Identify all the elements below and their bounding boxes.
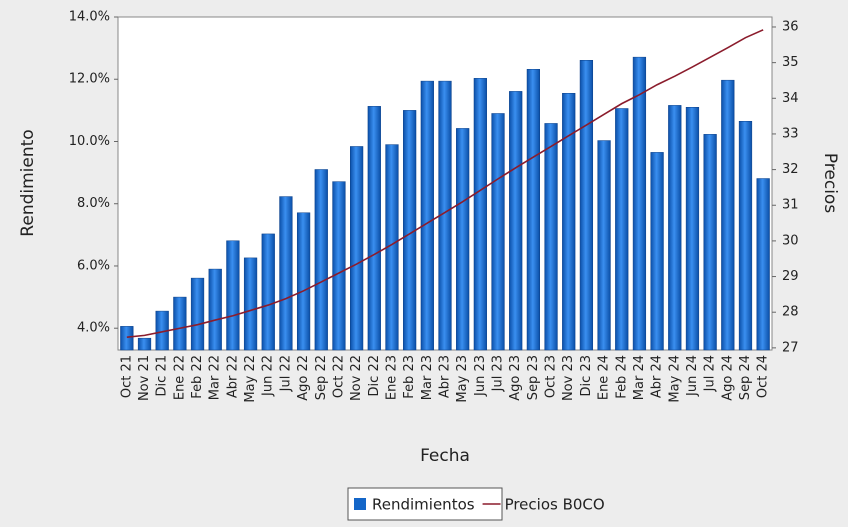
y-tick-label: 6.0% bbox=[77, 258, 110, 273]
y2-axis-title: Precios bbox=[820, 153, 840, 213]
bar bbox=[120, 326, 134, 351]
x-tick-label: Oct 21 bbox=[119, 355, 134, 398]
y2-tick-label: 32 bbox=[782, 162, 799, 177]
x-axis-title: Fecha bbox=[420, 446, 470, 466]
x-tick-label: Dic 21 bbox=[155, 355, 170, 396]
legend bbox=[347, 487, 503, 521]
x-tick-label: Abr 24 bbox=[650, 355, 665, 398]
bar bbox=[526, 69, 540, 351]
bar bbox=[738, 121, 753, 351]
bar bbox=[173, 296, 187, 351]
x-tick-label: Ene 23 bbox=[384, 355, 399, 400]
bar bbox=[544, 123, 558, 351]
bar bbox=[208, 268, 222, 351]
bar bbox=[226, 240, 240, 351]
x-tick-label: Abr 23 bbox=[438, 355, 453, 398]
x-tick-label: Jul 22 bbox=[278, 355, 293, 392]
x-tick-label: Dic 22 bbox=[367, 355, 382, 396]
bar bbox=[562, 92, 576, 351]
x-tick-label: Nov 22 bbox=[349, 355, 364, 401]
bar bbox=[137, 337, 152, 351]
bar bbox=[367, 106, 381, 351]
y-tick-label: 12.0% bbox=[69, 72, 110, 87]
y2-tick-label: 36 bbox=[782, 19, 799, 34]
x-tick-label: May 23 bbox=[455, 355, 470, 403]
x-tick-label: Jun 23 bbox=[473, 355, 488, 397]
bar bbox=[756, 178, 770, 351]
x-tick-label: Ene 22 bbox=[172, 355, 187, 400]
y2-tick-label: 33 bbox=[782, 126, 799, 141]
x-tick-label: Abr 22 bbox=[225, 355, 240, 398]
x-tick-label: Sep 23 bbox=[526, 355, 541, 400]
bar bbox=[420, 80, 434, 351]
x-tick-label: Jul 23 bbox=[491, 355, 506, 392]
y2-tick-label: 29 bbox=[782, 269, 799, 284]
x-tick-label: Mar 22 bbox=[208, 355, 223, 400]
bar bbox=[332, 181, 346, 351]
x-tick-label: Nov 23 bbox=[561, 355, 576, 401]
bar bbox=[597, 140, 611, 351]
bar bbox=[650, 152, 664, 351]
x-tick-label: Sep 22 bbox=[314, 355, 329, 400]
bar bbox=[350, 146, 364, 351]
x-tick-label: May 24 bbox=[667, 355, 682, 403]
x-tick-label: Oct 24 bbox=[756, 355, 771, 398]
legend-label: Rendimientos bbox=[372, 496, 475, 514]
bar bbox=[456, 128, 470, 351]
x-tick-label: Nov 21 bbox=[137, 355, 152, 401]
y-tick-label: 14.0% bbox=[69, 10, 110, 25]
y2-tick-label: 31 bbox=[782, 198, 799, 213]
bar bbox=[491, 113, 505, 351]
bar bbox=[632, 56, 647, 351]
x-tick-label: Oct 23 bbox=[544, 355, 559, 398]
x-tick-label: Feb 22 bbox=[190, 355, 205, 399]
x-tick-label: Jul 24 bbox=[703, 355, 718, 392]
y2-tick-label: 34 bbox=[782, 91, 799, 106]
y2-tick-label: 28 bbox=[782, 305, 799, 320]
x-tick-label: Mar 23 bbox=[420, 355, 435, 400]
x-tick-label: Ago 22 bbox=[296, 355, 311, 401]
x-tick-label: Sep 24 bbox=[738, 355, 753, 400]
x-tick-label: Ago 24 bbox=[720, 355, 735, 401]
x-tick-label: Feb 24 bbox=[614, 355, 629, 399]
bar bbox=[190, 277, 205, 351]
x-tick-label: Jun 24 bbox=[685, 355, 700, 397]
x-tick-label: Ene 24 bbox=[597, 355, 612, 400]
x-tick-label: May 22 bbox=[243, 355, 258, 403]
bar bbox=[509, 91, 523, 351]
y2-tick-label: 27 bbox=[782, 340, 799, 355]
bar bbox=[296, 212, 311, 351]
x-tick-label: Jun 22 bbox=[261, 355, 276, 397]
y-tick-label: 4.0% bbox=[77, 321, 110, 336]
bar bbox=[261, 233, 275, 351]
bar bbox=[668, 105, 682, 351]
x-tick-label: Dic 23 bbox=[579, 355, 594, 396]
bar bbox=[279, 196, 293, 351]
legend-label: Precios B0CO bbox=[505, 496, 605, 514]
x-tick-label: Oct 22 bbox=[331, 355, 346, 398]
bar bbox=[314, 169, 328, 351]
y-tick-label: 10.0% bbox=[69, 134, 110, 149]
bar bbox=[685, 107, 700, 351]
bar bbox=[473, 78, 487, 351]
bar bbox=[615, 108, 629, 351]
bar bbox=[721, 79, 735, 351]
line bbox=[126, 29, 764, 338]
x-tick-label: Feb 23 bbox=[402, 355, 417, 399]
x-tick-label: Mar 24 bbox=[632, 355, 647, 400]
x-tick-label: Ago 23 bbox=[508, 355, 523, 401]
y-axis-title: Rendimiento bbox=[18, 129, 38, 236]
y2-tick-label: 35 bbox=[782, 55, 799, 70]
bar bbox=[243, 257, 258, 351]
bar bbox=[579, 60, 594, 351]
y-tick-label: 8.0% bbox=[77, 196, 110, 211]
y2-tick-label: 30 bbox=[782, 233, 799, 248]
legend-swatch bbox=[354, 498, 366, 510]
bar bbox=[703, 134, 717, 351]
